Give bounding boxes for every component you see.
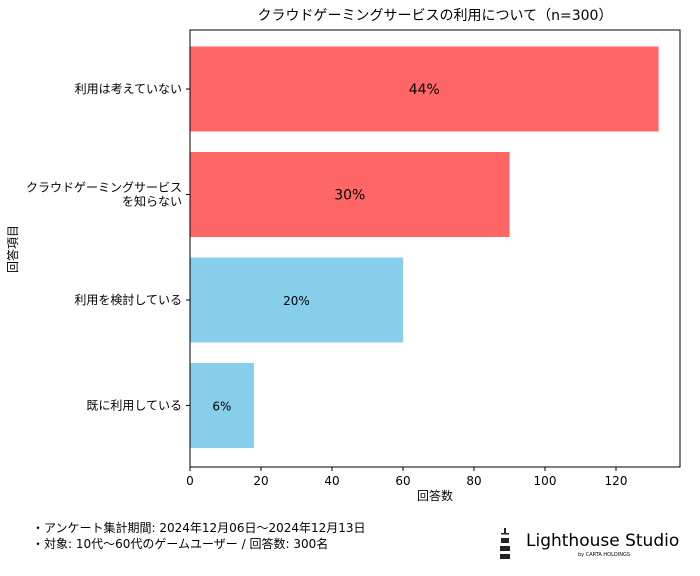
data-label: 30% bbox=[334, 188, 365, 204]
x-tick-label: 80 bbox=[466, 474, 481, 488]
x-tick-label: 100 bbox=[534, 474, 557, 488]
bar-chart: クラウドゲーミングサービスの利用について（n=300） 44%30%20%6% … bbox=[5, 8, 681, 503]
y-tick-label: 既に利用している bbox=[86, 399, 182, 413]
data-label: 20% bbox=[283, 294, 310, 308]
x-tick-label: 0 bbox=[186, 474, 194, 488]
x-tick-label: 60 bbox=[395, 474, 410, 488]
y-tick-label: クラウドゲーミングサービスを知らない bbox=[26, 181, 182, 209]
bar bbox=[190, 363, 254, 448]
lighthouse-studio-logo: Lighthouse Studio by CARTA HOLDINGS bbox=[500, 528, 679, 559]
chart-title: クラウドゲーミングサービスの利用について（n=300） bbox=[258, 8, 613, 24]
data-label: 44% bbox=[409, 82, 440, 98]
y-tick-label: 利用は考えていない bbox=[75, 82, 182, 96]
lighthouse-icon bbox=[500, 528, 510, 559]
footer-period: ・アンケート集計期間: 2024年12月06日〜2024年12月13日 bbox=[32, 521, 366, 535]
bar bbox=[190, 152, 510, 237]
y-tick-label: 利用を検討している bbox=[74, 292, 182, 307]
bar bbox=[190, 257, 403, 343]
bar bbox=[190, 46, 659, 132]
logo-name: Lighthouse Studio bbox=[526, 531, 679, 551]
footer-target: ・対象: 10代〜60代のゲームユーザー / 回答数: 300名 bbox=[32, 537, 329, 551]
y-axis-label: 回答項目 bbox=[5, 225, 20, 273]
x-tick-label: 20 bbox=[253, 474, 268, 488]
plot-frame bbox=[189, 29, 681, 468]
data-label: 6% bbox=[212, 400, 231, 414]
x-tick-label: 120 bbox=[605, 474, 628, 488]
x-tick-label: 40 bbox=[324, 474, 339, 488]
x-axis-label: 回答数 bbox=[417, 488, 453, 503]
logo-sub: by CARTA HOLDINGS bbox=[578, 552, 630, 558]
